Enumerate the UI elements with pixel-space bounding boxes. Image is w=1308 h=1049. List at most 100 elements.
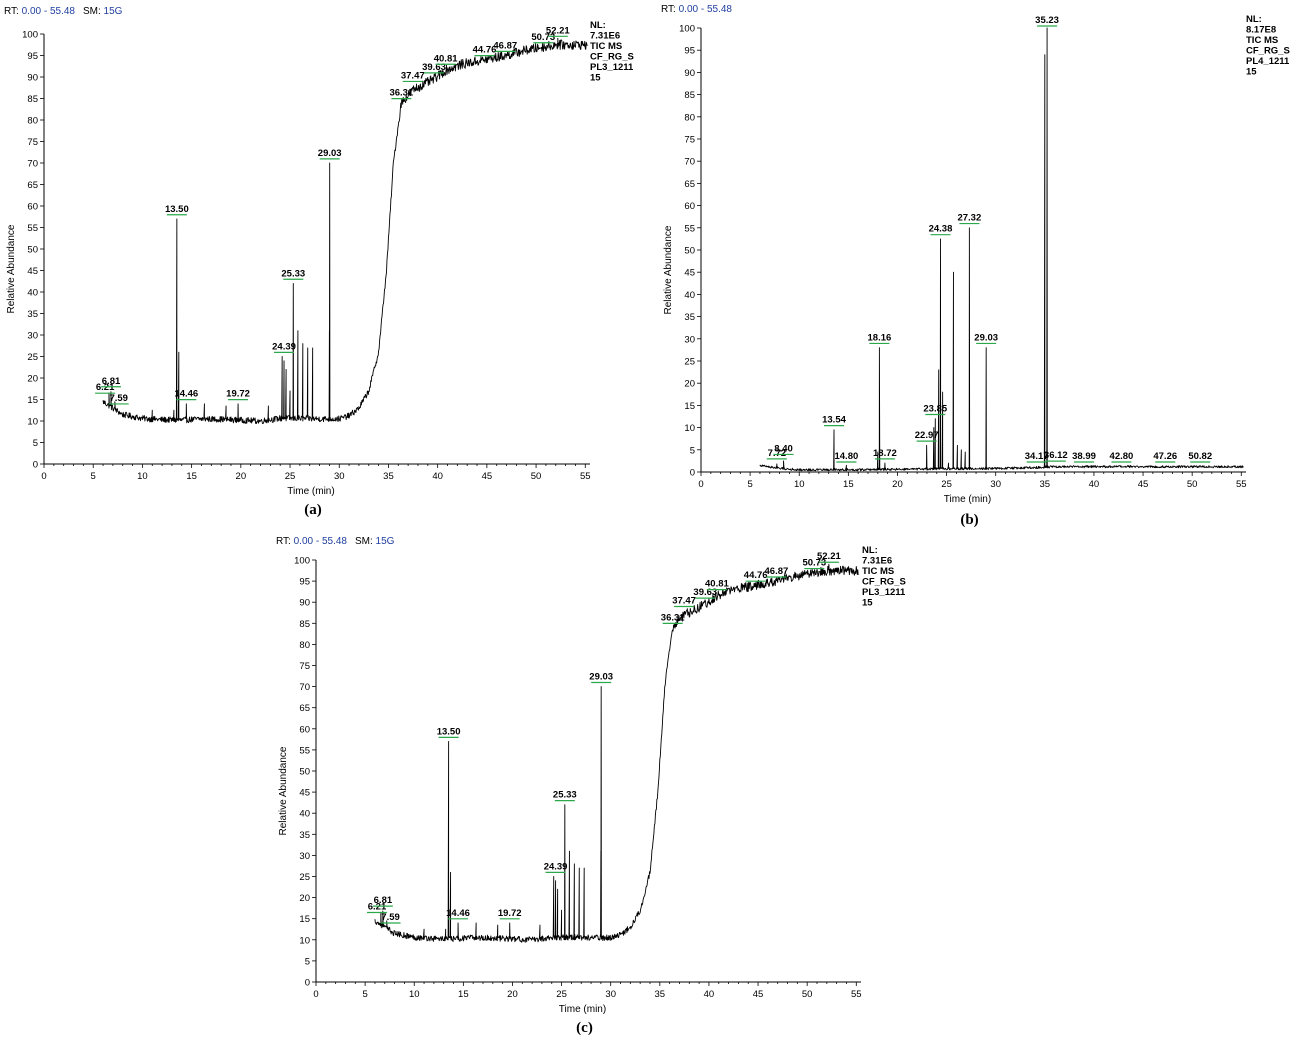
tic-trace [374, 563, 859, 943]
x-axis-title: Time (min) [559, 1004, 606, 1015]
y-tick-label: 90 [299, 598, 310, 609]
chromatogram-panel-c: RT: 0.00 - 55.48 SM: 15G 0 5 10 15 20 25 30 35 40 4… [276, 536, 906, 1036]
peak-label: 6.81 [102, 376, 121, 387]
x-tick-label: 45 [1138, 479, 1149, 490]
y-tick-label: 35 [299, 830, 310, 841]
peak-label: 29.03 [589, 671, 613, 682]
x-tick-label: 45 [482, 471, 493, 482]
y-tick-label: 80 [299, 640, 310, 651]
y-tick-label: 5 [305, 956, 310, 967]
info-line: 7.31E6 [590, 31, 620, 42]
y-axis-title: Relative Abundance [278, 746, 289, 835]
info-line: 15 [1246, 67, 1257, 78]
x-tick-label: 0 [41, 471, 46, 482]
peak-label: 40.81 [434, 53, 458, 64]
y-tick-label: 75 [27, 137, 38, 148]
y-tick-label: 95 [299, 577, 310, 588]
y-tick-label: 25 [299, 872, 310, 883]
peak-label: 25.33 [553, 790, 577, 801]
y-tick-label: 20 [27, 374, 38, 385]
peak-label: 13.50 [437, 726, 461, 737]
y-tick-label: 80 [27, 116, 38, 127]
rt-range-header: RT: 0.00 - 55.48 SM: 15G [4, 6, 123, 17]
y-tick-label: 65 [299, 703, 310, 714]
y-tick-label: 100 [679, 24, 695, 35]
peak-label: 13.50 [165, 204, 189, 215]
info-line: CF_RG_S [862, 577, 906, 588]
peak-label: 47.26 [1153, 451, 1177, 462]
x-tick-label: 10 [137, 471, 148, 482]
peak-label: 38.99 [1072, 451, 1096, 462]
info-line: NL: [1246, 14, 1262, 25]
y-tick-label: 15 [684, 401, 695, 412]
peak-label: 50.73 [802, 558, 826, 569]
peak-label: 18.16 [868, 332, 892, 343]
peak-label: 7.59 [109, 393, 128, 404]
x-tick-label: 5 [91, 471, 96, 482]
tic-trace [102, 37, 588, 424]
x-tick-label: 25 [285, 471, 296, 482]
peak-label: 24.39 [272, 341, 296, 352]
peak-label: 24.38 [929, 224, 953, 235]
y-tick-label: 55 [684, 223, 695, 234]
x-tick-label: 25 [556, 989, 567, 1000]
y-tick-label: 0 [690, 468, 695, 479]
peak-label: 23.85 [923, 404, 947, 415]
x-tick-label: 25 [941, 479, 952, 490]
x-tick-label: 50 [531, 471, 542, 482]
y-tick-label: 40 [27, 288, 38, 299]
y-tick-label: 25 [684, 357, 695, 368]
peak-label: 25.33 [281, 268, 305, 279]
peak-label: 40.81 [705, 579, 729, 590]
x-tick-label: 10 [794, 479, 805, 490]
sm-label: SM: [355, 536, 376, 547]
info-line: 15 [590, 73, 601, 84]
peak-label: 19.72 [226, 389, 250, 400]
panel-caption: (b) [960, 512, 978, 528]
sm-label: SM: [83, 6, 104, 17]
y-tick-label: 50 [684, 246, 695, 257]
x-tick-label: 0 [313, 989, 318, 1000]
peak-label: 6.21 [96, 382, 115, 393]
peak-label: 44.76 [744, 570, 768, 581]
peak-label: 14.46 [446, 908, 470, 919]
y-tick-label: 85 [27, 94, 38, 105]
y-tick-label: 35 [684, 312, 695, 323]
peak-label: 14.80 [834, 451, 858, 462]
x-tick-label: 30 [605, 989, 616, 1000]
y-tick-label: 20 [684, 379, 695, 390]
x-tick-label: 55 [1236, 479, 1247, 490]
y-tick-label: 55 [299, 745, 310, 756]
x-tick-label: 5 [747, 479, 752, 490]
info-line: PL3_1211 [862, 587, 906, 598]
peak-label: 34.17 [1025, 451, 1049, 462]
y-tick-label: 95 [684, 46, 695, 57]
y-tick-label: 45 [299, 788, 310, 799]
x-tick-label: 20 [892, 479, 903, 490]
y-axis-title: Relative Abundance [663, 225, 674, 314]
peak-label: 39.63 [693, 587, 717, 598]
x-tick-label: 45 [753, 989, 764, 1000]
y-tick-label: 5 [33, 438, 38, 449]
peak-label: 52.21 [546, 25, 570, 36]
panel-caption: (c) [576, 1020, 593, 1036]
rt-label: RT: [276, 536, 294, 547]
info-line: NL: [590, 20, 606, 31]
peak-label: 22.97 [915, 430, 939, 441]
y-tick-label: 0 [305, 978, 310, 989]
rt-label: RT: [661, 4, 679, 15]
y-tick-label: 25 [27, 352, 38, 363]
peak-label: 24.39 [544, 861, 568, 872]
y-tick-label: 50 [27, 245, 38, 256]
x-axis-title: Time (min) [944, 494, 991, 505]
y-tick-label: 20 [299, 893, 310, 904]
rt-value: 0.00 - 55.48 [294, 536, 348, 547]
x-tick-label: 10 [409, 989, 420, 1000]
peak-label: 18.72 [873, 448, 897, 459]
y-tick-label: 55 [27, 223, 38, 234]
y-tick-label: 40 [684, 290, 695, 301]
peak-label: 14.46 [174, 389, 198, 400]
x-tick-label: 40 [704, 989, 715, 1000]
y-tick-label: 60 [27, 202, 38, 213]
x-tick-label: 35 [655, 989, 666, 1000]
